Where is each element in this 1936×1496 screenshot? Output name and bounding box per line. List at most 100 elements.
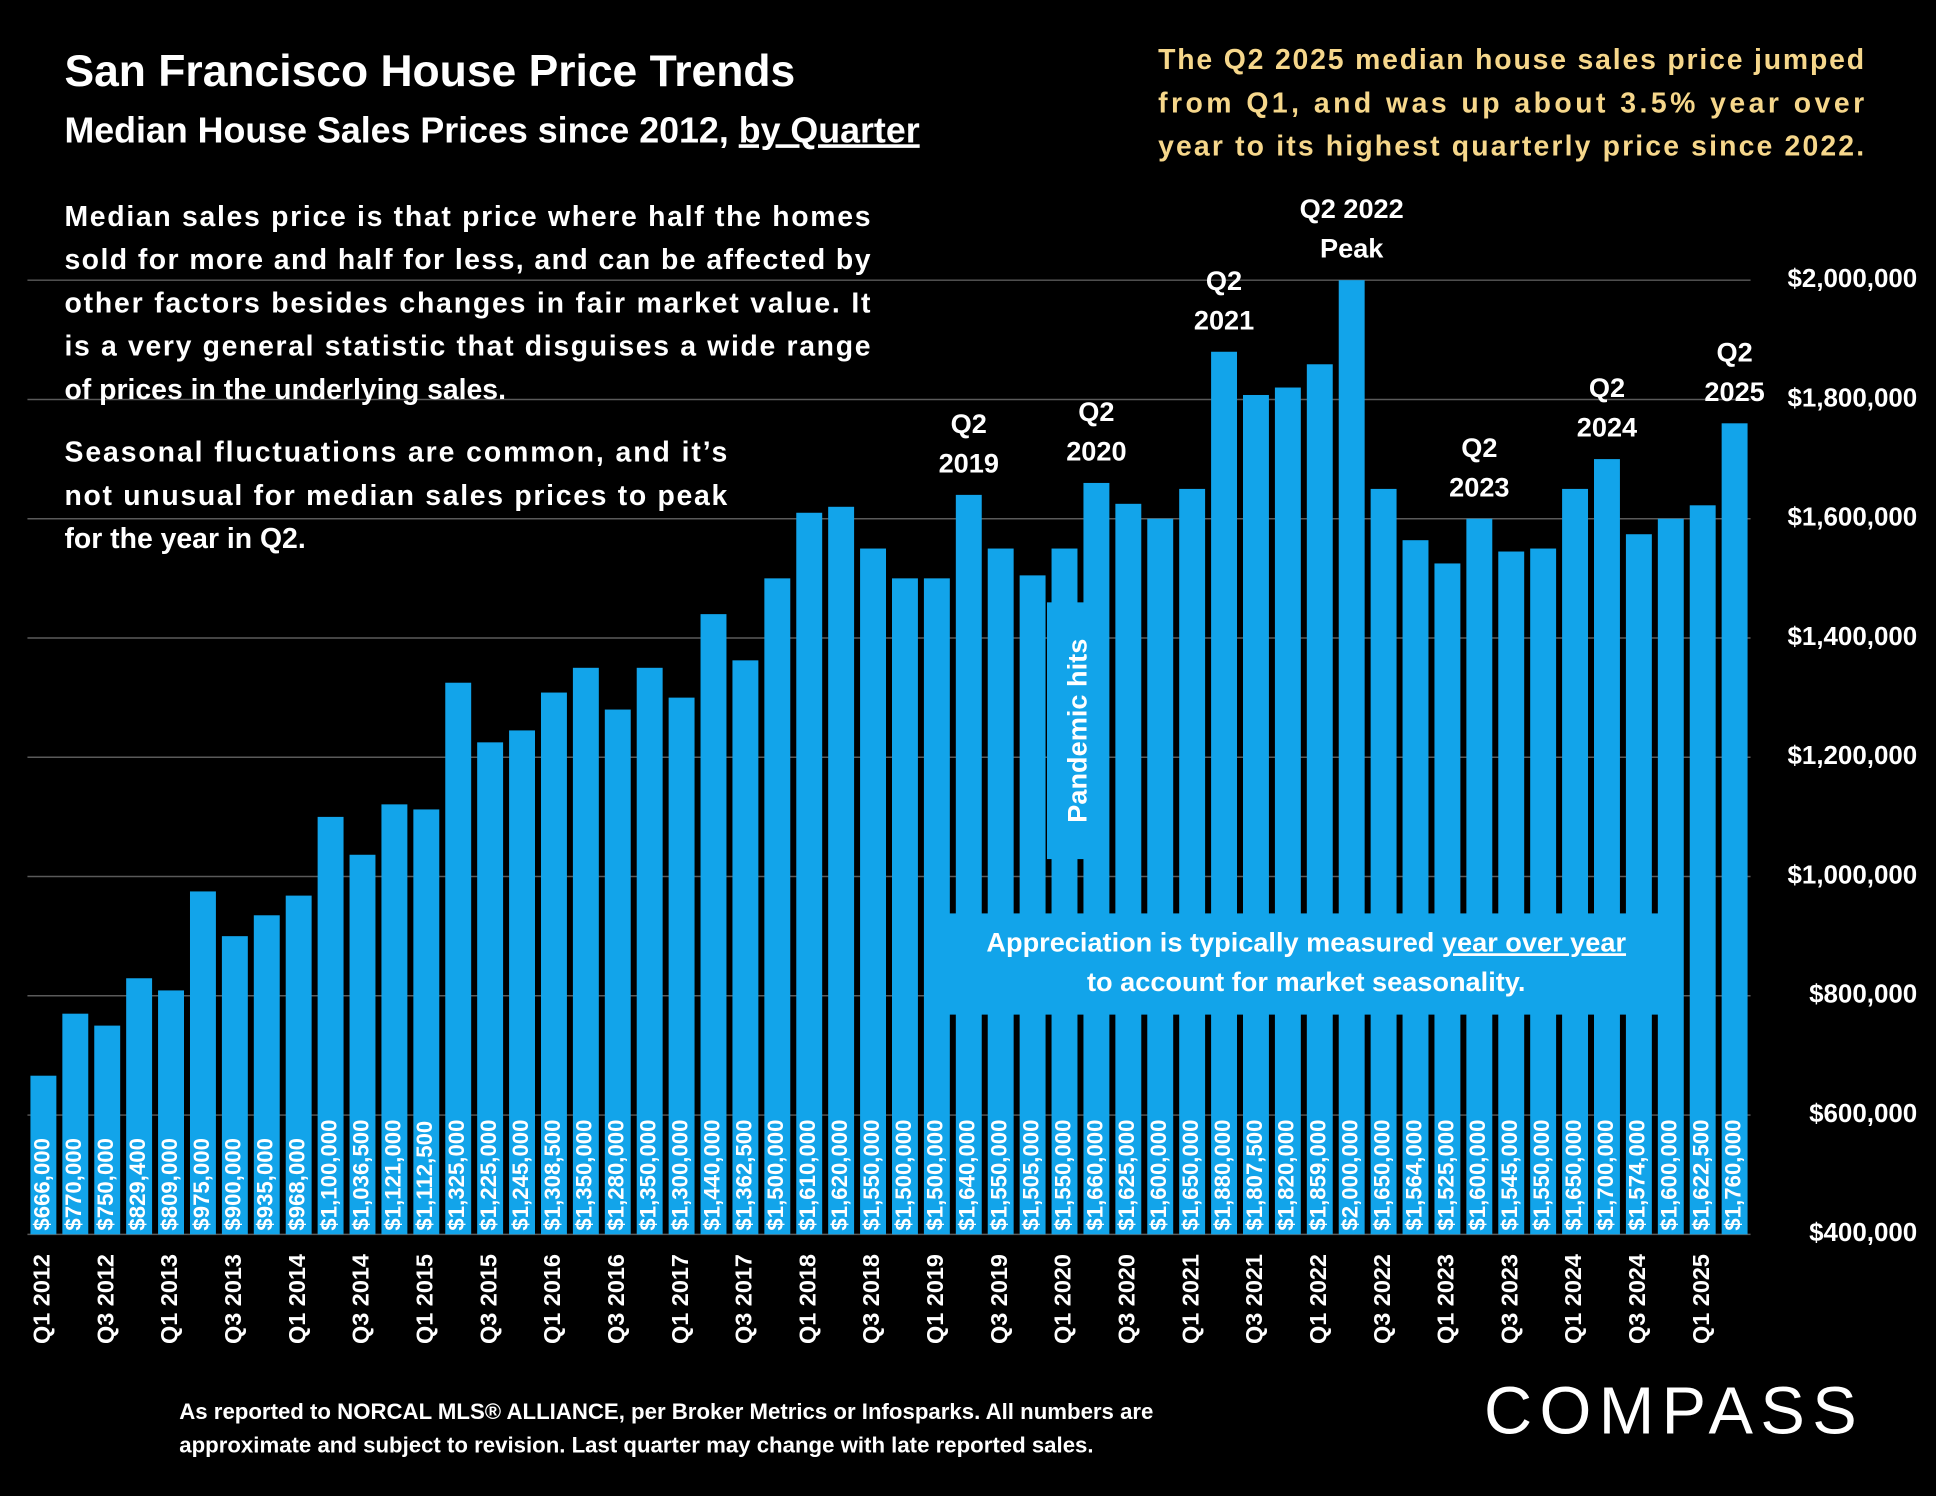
x-tick-label: Q3 2018 xyxy=(858,1254,884,1344)
bar xyxy=(94,1025,121,1235)
value-label: $1,880,000 xyxy=(1210,1119,1235,1230)
value-label: $1,280,000 xyxy=(604,1119,629,1230)
x-tick-label: Q3 2013 xyxy=(220,1254,246,1344)
annotation: Q2 xyxy=(951,408,987,439)
appreciation-box xyxy=(948,913,1665,1015)
bar xyxy=(381,804,408,1235)
bar xyxy=(636,667,663,1235)
value-label: $1,440,000 xyxy=(699,1119,724,1230)
callout-line: The Q2 2025 median house sales price jum… xyxy=(1158,44,1864,76)
bar xyxy=(1370,488,1397,1235)
bar xyxy=(1115,503,1142,1235)
bar xyxy=(1243,394,1269,1235)
bar xyxy=(1721,423,1748,1235)
value-label: $1,600,000 xyxy=(1657,1119,1682,1230)
bars xyxy=(30,280,1748,1235)
value-label: $1,660,000 xyxy=(1082,1119,1107,1230)
annotation: Q2 xyxy=(1716,336,1752,367)
value-label: $1,600,000 xyxy=(1146,1119,1171,1230)
bar xyxy=(285,895,312,1235)
annotation: Q2 xyxy=(1206,265,1242,296)
value-label: $1,610,000 xyxy=(795,1119,820,1230)
x-tick-label: Q3 2019 xyxy=(986,1254,1012,1344)
annotation: Q2 xyxy=(1461,432,1497,463)
bar xyxy=(1147,518,1174,1235)
value-label: $1,574,000 xyxy=(1625,1119,1650,1230)
value-label: $2,000,000 xyxy=(1338,1119,1363,1230)
value-label: $1,650,000 xyxy=(1178,1119,1203,1230)
bar xyxy=(1211,351,1238,1235)
value-label: $1,100,000 xyxy=(316,1119,341,1230)
x-tick-label: Q3 2023 xyxy=(1496,1254,1522,1344)
bar xyxy=(923,578,950,1235)
value-label: $1,640,000 xyxy=(955,1119,980,1230)
x-tick-label: Q3 2015 xyxy=(475,1254,501,1344)
bar xyxy=(1562,488,1589,1235)
pandemic-note: Pandemic hits xyxy=(1061,639,1092,823)
value-label: $1,350,000 xyxy=(572,1119,597,1230)
bar xyxy=(253,915,280,1235)
bar xyxy=(62,1013,89,1235)
chart-title: San Francisco House Price Trends xyxy=(64,47,795,96)
bar xyxy=(509,730,536,1235)
annotation: Peak xyxy=(1320,233,1384,264)
value-label: $1,225,000 xyxy=(476,1119,501,1230)
annotation: 2020 xyxy=(1066,435,1126,466)
value-label: $1,550,000 xyxy=(1529,1119,1554,1230)
x-tick-label: Q1 2016 xyxy=(539,1254,565,1344)
x-tick-label: Q1 2018 xyxy=(794,1254,820,1344)
x-tick-label: Q1 2012 xyxy=(29,1254,55,1344)
annotation: Q2 2022 xyxy=(1300,193,1404,224)
value-label: $1,564,000 xyxy=(1401,1119,1426,1230)
value-label: $809,000 xyxy=(157,1138,182,1231)
bar xyxy=(1306,364,1333,1235)
bar xyxy=(221,936,248,1235)
value-label: $1,525,000 xyxy=(1433,1119,1458,1230)
bar xyxy=(317,816,344,1235)
description-line: of prices in the underlying sales. xyxy=(64,374,506,406)
value-label: $1,121,000 xyxy=(380,1119,405,1230)
bar xyxy=(1625,534,1652,1235)
value-label: $1,500,000 xyxy=(923,1119,948,1230)
x-tick-label: Q3 2020 xyxy=(1114,1254,1140,1344)
bar xyxy=(764,578,791,1235)
value-label: $1,550,000 xyxy=(1050,1119,1075,1230)
subtitle: Median House Sales Prices since 2012, xyxy=(64,111,738,151)
description-line: Median sales price is that price where h… xyxy=(64,201,870,233)
bar xyxy=(955,494,982,1235)
brand-logo: COMPASS xyxy=(1484,1374,1864,1448)
value-label: $1,308,500 xyxy=(540,1119,565,1230)
y-tick-label: $1,400,000 xyxy=(1788,623,1918,651)
x-tick-label: Q1 2021 xyxy=(1177,1254,1203,1344)
annotation: Q2 xyxy=(1078,396,1114,427)
bar xyxy=(1466,518,1493,1235)
y-tick-label: $800,000 xyxy=(1809,981,1917,1009)
description-line: sold for more and half for less, and can… xyxy=(64,244,870,276)
value-label: $1,505,000 xyxy=(1018,1119,1043,1230)
y-tick-label: $2,000,000 xyxy=(1788,265,1918,293)
bar xyxy=(1530,548,1557,1235)
description-line: Seasonal fluctuations are common, and it… xyxy=(64,437,727,469)
bar xyxy=(540,692,567,1235)
x-tick-label: Q3 2024 xyxy=(1624,1254,1650,1344)
annotation: 2025 xyxy=(1704,376,1764,407)
x-tick-label: Q1 2023 xyxy=(1433,1254,1459,1344)
bar xyxy=(1402,540,1429,1235)
bar xyxy=(796,512,823,1235)
bar xyxy=(126,978,153,1235)
bar xyxy=(1498,551,1525,1235)
value-label: $1,500,000 xyxy=(763,1119,788,1230)
x-tick-label: Q1 2020 xyxy=(1050,1254,1076,1344)
bar xyxy=(1689,505,1716,1235)
x-tick-label: Q1 2015 xyxy=(412,1254,438,1344)
bar xyxy=(828,506,855,1235)
annotation: Q2 xyxy=(1589,372,1625,403)
value-label: $935,000 xyxy=(253,1138,278,1231)
bar xyxy=(158,990,184,1235)
bar xyxy=(604,709,631,1235)
x-tick-label: Q1 2014 xyxy=(284,1254,310,1344)
value-label: $1,859,000 xyxy=(1306,1119,1331,1230)
footnote: approximate and subject to revision. Las… xyxy=(179,1432,1093,1457)
